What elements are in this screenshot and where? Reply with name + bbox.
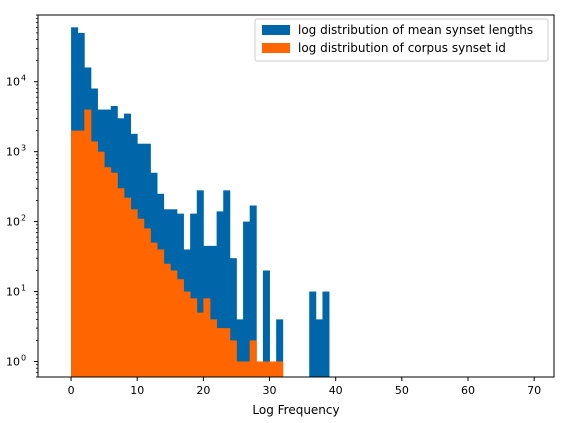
histogram-bar: [196, 190, 204, 377]
legend: log distribution of mean synset lengths …: [254, 18, 549, 62]
histogram-bar: [150, 242, 158, 377]
y-tick-label: 10: [6, 146, 20, 159]
histogram-bar: [249, 340, 257, 377]
histogram-bar: [124, 197, 132, 377]
x-tick-label: 40: [329, 384, 343, 397]
histogram-bar: [117, 188, 125, 377]
histogram-bar: [71, 130, 79, 377]
histogram-bar: [249, 205, 257, 377]
histogram-bar: [223, 328, 231, 377]
histogram-bar: [315, 319, 323, 377]
series-corpus-synset-id: [71, 109, 284, 378]
histogram-bar: [170, 270, 178, 377]
histogram-bar: [190, 213, 198, 377]
histogram-bar: [229, 340, 237, 377]
histogram-bar: [216, 211, 224, 377]
histogram-bar: [216, 328, 224, 377]
y-tick-label: 10: [6, 76, 20, 89]
legend-label-mean-synset-lengths: log distribution of mean synset lengths: [298, 23, 533, 37]
histogram-bar: [269, 361, 277, 377]
histogram-bar: [163, 263, 171, 377]
histogram-bar: [90, 141, 98, 377]
x-axis-label: Log Frequency: [252, 403, 339, 417]
histogram-bar: [196, 312, 204, 377]
y-tick-exponent: 2: [21, 214, 26, 223]
plot-frame: [37, 14, 555, 378]
histogram-bar: [130, 209, 138, 377]
histogram-bar: [276, 361, 284, 377]
y-tick-exponent: 1: [21, 284, 26, 293]
histogram-bar: [183, 291, 191, 377]
histogram-bar: [110, 172, 118, 377]
histogram-bar: [236, 361, 244, 377]
y-tick-label: 10: [6, 355, 20, 368]
y-tick-label: 10: [6, 216, 20, 229]
histogram-bar: [256, 361, 264, 377]
y-tick-exponent: 4: [21, 74, 26, 83]
x-tick-label: 20: [196, 384, 210, 397]
histogram-bar: [223, 190, 231, 377]
histogram-bar: [276, 319, 284, 377]
histogram-bar: [203, 298, 211, 377]
x-tick-label: 10: [130, 384, 144, 397]
histogram-bar: [236, 319, 244, 377]
histogram-bar: [243, 221, 251, 377]
histogram-bar: [84, 109, 92, 378]
histogram-bar: [137, 218, 145, 377]
x-tick-label: 0: [68, 384, 75, 397]
histogram-bar: [97, 151, 105, 377]
histogram-bar: [210, 245, 218, 377]
histogram-bar: [176, 279, 184, 377]
y-tick-exponent: 0: [21, 353, 26, 362]
x-axis: 0 10 20 30 40 50 60 70: [68, 377, 541, 397]
histogram-bar: [104, 167, 112, 377]
x-tick-label: 70: [527, 384, 541, 397]
x-tick-label: 30: [263, 384, 277, 397]
histogram-bar: [143, 228, 151, 377]
x-tick-label: 50: [395, 384, 409, 397]
histogram-bar: [157, 249, 165, 377]
histogram-bar: [322, 291, 330, 377]
histogram-bar: [309, 291, 317, 377]
legend-swatch-mean-synset-lengths: [262, 25, 290, 35]
histogram-bar: [243, 361, 251, 377]
histogram-bar: [77, 130, 85, 377]
histogram-bar: [210, 319, 218, 377]
legend-swatch-corpus-synset-id: [262, 43, 290, 53]
legend-label-corpus-synset-id: log distribution of corpus synset id: [298, 41, 506, 55]
x-tick-label: 60: [461, 384, 475, 397]
legend-box: [254, 18, 549, 62]
y-tick-label: 10: [6, 286, 20, 299]
histogram-bar: [190, 298, 198, 377]
y-tick-exponent: 3: [21, 144, 26, 153]
histogram-bar: [262, 361, 270, 377]
histogram-bar: [229, 258, 237, 377]
histogram-bar: [262, 270, 270, 377]
